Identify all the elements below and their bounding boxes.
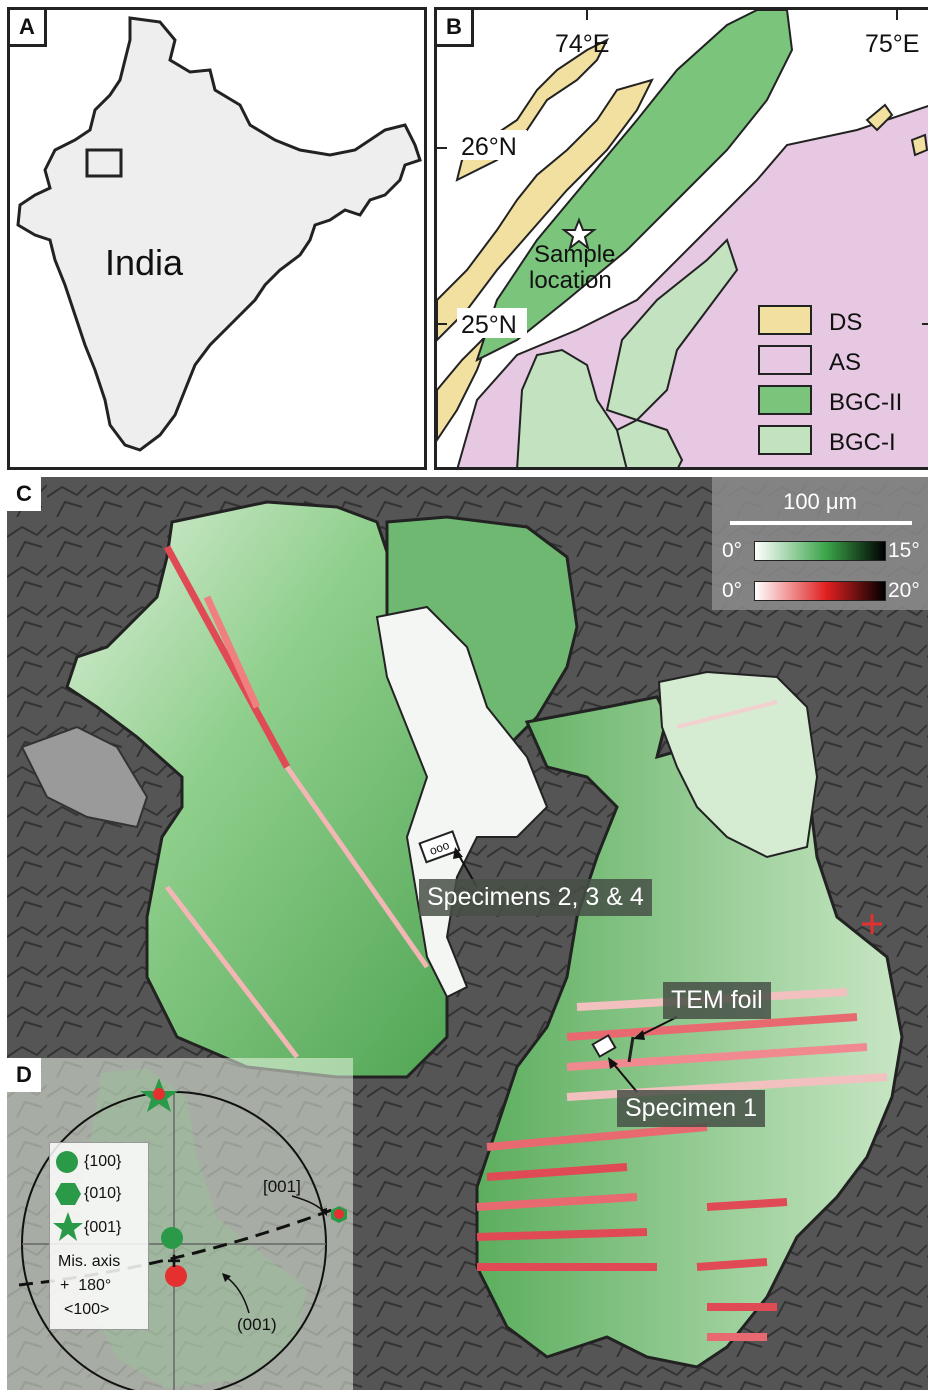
legend-swatch-ds (758, 305, 812, 335)
bgc1-region-east (605, 238, 739, 422)
legend-label-bgc1: BGC-I (829, 429, 896, 456)
red-colorbar (754, 581, 886, 601)
panel-d-pole-figure: + [001] (001) {100} {010} {001} Mis. axi… (7, 1058, 353, 1390)
legend-label-ds: DS (829, 309, 862, 336)
panel-a-india-map: India A (7, 7, 427, 470)
label-specimens-234: Specimens 2, 3 & 4 (419, 879, 652, 916)
legend-star-icon (53, 1212, 83, 1241)
panel-a-letter: A (10, 10, 47, 47)
green-cb-max: 15° (888, 539, 920, 562)
legend-001: {001} (84, 1219, 122, 1236)
geology-legend: DS AS BGC-II BGC-I (758, 305, 902, 456)
red-cb-min: 0° (722, 579, 743, 602)
india-outline (16, 16, 422, 452)
legend-hexagon-icon (55, 1183, 81, 1205)
specimen-234-marker-glyph: ooo (428, 838, 452, 858)
red-twin-lamellae-left (163, 545, 430, 1059)
panel-d-letter: D (7, 1058, 41, 1092)
scale-bar-label: 100 μm (783, 489, 857, 514)
panel-c-ebsd-map: ooo Specimens 2, 3 & 4 TEM foil Specimen… (7, 477, 928, 1390)
colorbar-legend: 100 μm 0° 15° 0° 20° (712, 477, 928, 610)
bgc1-region-se (615, 418, 684, 467)
ds-outlier-2 (910, 133, 928, 157)
geology-map: 74°E 75°E 26°N 25°N Sample location DS A… (437, 10, 928, 467)
label-specimen-1: Specimen 1 (617, 1090, 766, 1127)
label-tem-foil: TEM foil (663, 982, 771, 1019)
red-dot-bottom (165, 1265, 187, 1287)
bgc2-region (475, 10, 794, 362)
misorientation-reference-cross-icon (862, 914, 882, 934)
lon-75-label: 75°E (865, 30, 919, 58)
legend-swatch-bgc2 (758, 385, 812, 415)
panel-b-letter: B (437, 10, 474, 47)
legend-swatch-as (758, 345, 812, 375)
ds-outlier (865, 103, 894, 132)
legend-circle-icon (56, 1151, 78, 1173)
pale-grain (657, 670, 819, 859)
lat-25-label: 25°N (461, 311, 517, 339)
mis-axis-line2: + 180° (60, 1277, 112, 1294)
annot-001-direction: [001] (263, 1177, 301, 1196)
grey-grain (20, 725, 149, 829)
legend-010: {010} (84, 1185, 122, 1202)
panel-b-geology-map: 74°E 75°E 26°N 25°N Sample location DS A… (434, 7, 928, 470)
ebsd-map-image: ooo (7, 477, 928, 1390)
study-area-box (85, 148, 123, 178)
pale-grain-twin (676, 700, 778, 729)
panel-c-letter: C (7, 477, 41, 511)
green-colorbar (754, 541, 886, 561)
legend-label-bgc2: BGC-II (829, 389, 902, 416)
ds-region (437, 78, 654, 342)
green-cb-min: 0° (722, 539, 743, 562)
circle-100-marker (161, 1227, 183, 1249)
specimen-234-marker (418, 830, 461, 864)
arrow-specimen-1 (611, 1061, 638, 1093)
india-outline-map: India (16, 16, 422, 452)
india-label: India (105, 242, 184, 283)
annot-001-plane: (001) (237, 1315, 277, 1334)
pole-figure-legend: {100} {010} {001} Mis. axis + 180° <100> (49, 1142, 149, 1330)
legend-100: {100} (84, 1153, 122, 1170)
mis-axis-cross-icon: + (167, 1248, 181, 1275)
red-cb-max: 20° (888, 579, 920, 602)
legend-swatch-bgc1 (758, 425, 812, 455)
sample-location-star-icon (561, 217, 597, 251)
mis-axis-line3: <100> (64, 1301, 110, 1318)
great-circle-001-dashed (18, 1206, 338, 1287)
sample-label-line1: Sample (534, 241, 615, 268)
legend-label-as: AS (829, 349, 861, 376)
lon-74-label: 74°E (555, 30, 609, 58)
scale-bar (730, 521, 912, 525)
sample-label-line2: location (529, 267, 612, 294)
specimen-1-marker (591, 1034, 617, 1058)
lat-26-label: 26°N (461, 133, 517, 161)
red-dot-right (334, 1209, 344, 1219)
red-dot-top (153, 1088, 165, 1100)
tem-foil-marker (627, 1036, 635, 1063)
mis-axis-line1: Mis. axis (58, 1253, 121, 1270)
